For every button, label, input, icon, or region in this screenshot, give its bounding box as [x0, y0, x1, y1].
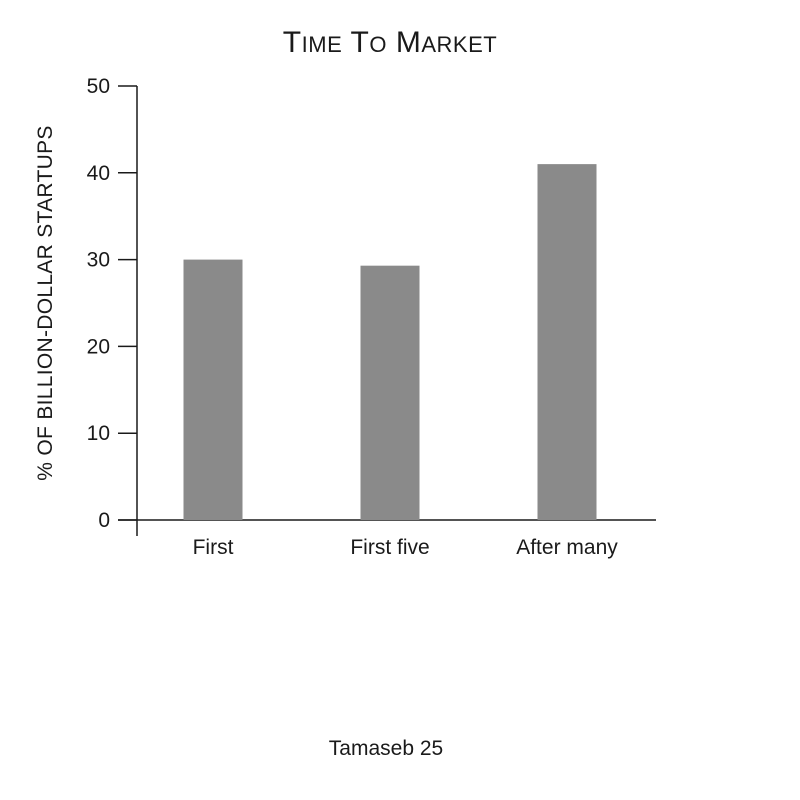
x-category-label: After many	[516, 536, 618, 559]
y-tick-label: 30	[87, 249, 110, 272]
x-axis-category-labels: First First five After many	[193, 536, 619, 559]
y-axis-label: % OF BILLION-DOLLAR STARTUPS	[34, 125, 57, 480]
source-label: Tamaseb 25	[329, 737, 443, 760]
bar-first-five	[360, 265, 420, 520]
x-category-label: First	[193, 536, 234, 559]
y-tick-label: 40	[87, 162, 110, 185]
y-tick-label: 10	[87, 422, 110, 445]
bar-after-many	[537, 164, 597, 520]
y-tick-label: 50	[87, 75, 110, 98]
bar-first	[183, 259, 243, 520]
y-axis-ticks: 0 10 20 30 40 50	[87, 75, 137, 532]
bars	[183, 164, 597, 520]
y-tick-label: 0	[98, 509, 110, 532]
x-category-label: First five	[350, 536, 429, 559]
y-tick-label: 20	[87, 335, 110, 358]
chart-title: TIME TO MARKET	[283, 26, 497, 59]
